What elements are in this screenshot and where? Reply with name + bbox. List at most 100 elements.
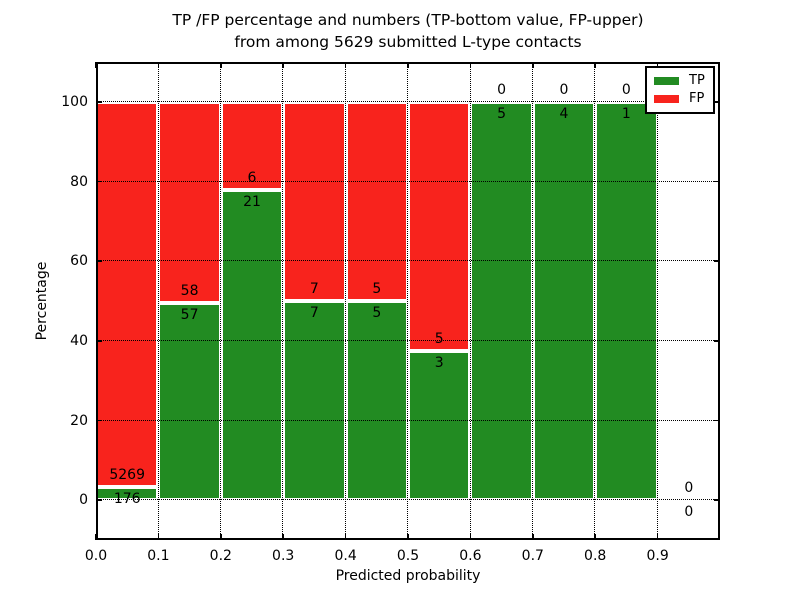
y-tick-left xyxy=(96,419,102,422)
y-tick-right xyxy=(714,260,720,262)
y-tick-left xyxy=(96,499,102,501)
chart-title-line2: from among 5629 submitted L-type contact… xyxy=(234,33,582,51)
tp-count-label: 5 xyxy=(372,305,382,321)
x-tick-top xyxy=(157,62,160,68)
x-tick-label: 0.5 xyxy=(396,548,420,564)
fp-count-label: 0 xyxy=(559,81,569,98)
x-tick-top xyxy=(344,62,347,68)
x-tick-label: 0.7 xyxy=(521,548,544,564)
tp-bar-segment xyxy=(345,301,408,501)
y-tick-right xyxy=(714,340,720,342)
tp-count-label: 3 xyxy=(434,354,444,371)
x-gridline xyxy=(344,62,346,540)
chart-title: TP /FP percentage and numbers (TP-bottom… xyxy=(96,9,720,53)
tp-count-label: 1 xyxy=(621,105,631,122)
x-axis-label: Predicted probability xyxy=(335,568,481,584)
y-tick-left xyxy=(96,260,102,262)
y-tick-label: 60 xyxy=(70,253,88,270)
tp-bar-segment xyxy=(470,101,533,501)
x-gridline xyxy=(407,62,409,540)
legend-item-fp: FP xyxy=(654,92,706,106)
axes-spines xyxy=(96,62,720,540)
tp-bar-segment xyxy=(220,190,284,501)
tp-count-label: 0 xyxy=(684,504,694,521)
x-tick-bottom xyxy=(469,534,472,540)
x-tick-top xyxy=(282,62,284,68)
x-gridline xyxy=(282,62,284,540)
y-tick-left xyxy=(96,180,102,183)
fp-count-label: 5269 xyxy=(109,467,145,484)
y-tick-left xyxy=(96,101,102,103)
x-gridline xyxy=(532,62,533,540)
tp-count-label: 4 xyxy=(559,105,569,122)
plot-area: 5269 176 58 57 6 21 7 7 5 5 5 3 0 5 0 4 0 1 0 0 xyxy=(95,62,720,540)
tp-bar-segment xyxy=(158,302,221,501)
fp-count-label: 0 xyxy=(497,81,507,98)
x-tick-bottom xyxy=(220,534,222,540)
tp-count-label: 21 xyxy=(243,194,261,211)
y-tick-left xyxy=(96,340,102,342)
x-tick-bottom xyxy=(407,534,409,540)
tp-bar-segment xyxy=(408,350,471,501)
x-tick-label: 0.3 xyxy=(272,548,295,564)
x-tick-top xyxy=(220,62,222,68)
fp-bar-segment xyxy=(408,101,471,351)
x-tick-bottom xyxy=(594,534,596,540)
fp-count-label: 0 xyxy=(621,81,631,98)
y-tick-right xyxy=(714,101,720,103)
tp-bar-segment xyxy=(595,101,658,501)
chart-title-line1: TP /FP percentage and numbers (TP-bottom… xyxy=(172,11,644,29)
legend: TP FP xyxy=(645,66,715,114)
y-axis-label: Percentage xyxy=(34,261,50,341)
x-tick-bottom xyxy=(282,534,284,540)
x-tick-top xyxy=(407,62,409,68)
x-gridline xyxy=(656,62,658,540)
y-tick-label: 20 xyxy=(70,412,88,429)
x-tick-top xyxy=(532,62,534,68)
x-gridline xyxy=(157,62,159,540)
fp-count-label: 5 xyxy=(372,281,382,297)
x-tick-top xyxy=(95,62,97,68)
x-tick-label: 0.9 xyxy=(646,548,669,564)
x-tick-label: 0.6 xyxy=(459,548,482,564)
tp-bar-segment xyxy=(532,101,596,501)
fp-bar-segment xyxy=(96,101,159,488)
tp-count-label: 57 xyxy=(180,306,199,323)
y-tick-label: 80 xyxy=(70,173,88,190)
x-tick-top xyxy=(594,62,596,68)
tp-color-swatch xyxy=(654,77,679,85)
x-tick-bottom xyxy=(532,534,534,540)
fp-count-label: 5 xyxy=(434,330,444,347)
tp-count-label: 7 xyxy=(309,305,319,321)
fp-count-label: 7 xyxy=(309,281,319,297)
fp-bar-segment xyxy=(158,101,221,303)
fp-bar-segment xyxy=(345,101,408,301)
legend-item-tp: TP xyxy=(654,74,706,88)
x-tick-label: 0.1 xyxy=(147,548,170,564)
tp-bar-segment xyxy=(283,301,346,501)
fp-count-label: 6 xyxy=(247,170,257,187)
y-tick-label: 0 xyxy=(79,492,88,509)
y-tick-right xyxy=(714,499,720,501)
x-tick-top xyxy=(656,62,659,68)
x-tick-label: 0.0 xyxy=(84,548,108,564)
x-tick-label: 0.4 xyxy=(334,548,357,564)
x-tick-bottom xyxy=(157,534,160,540)
y-tick-label: 100 xyxy=(61,93,88,110)
fp-count-label: 0 xyxy=(684,480,694,497)
x-tick-label: 0.2 xyxy=(209,548,232,564)
x-gridline xyxy=(220,62,221,540)
legend-label-tp: TP xyxy=(689,73,705,88)
fp-bar-segment xyxy=(283,101,346,301)
legend-label-fp: FP xyxy=(689,91,705,106)
fp-count-label: 58 xyxy=(180,282,199,299)
x-tick-top xyxy=(469,62,472,68)
tp-count-label: 5 xyxy=(497,105,507,122)
y-tick-label: 40 xyxy=(70,332,88,349)
x-tick-bottom xyxy=(344,534,347,540)
x-gridline xyxy=(469,62,471,540)
tp-count-label: 176 xyxy=(113,491,141,508)
x-gridline xyxy=(594,62,596,540)
y-tick-right xyxy=(714,419,720,422)
